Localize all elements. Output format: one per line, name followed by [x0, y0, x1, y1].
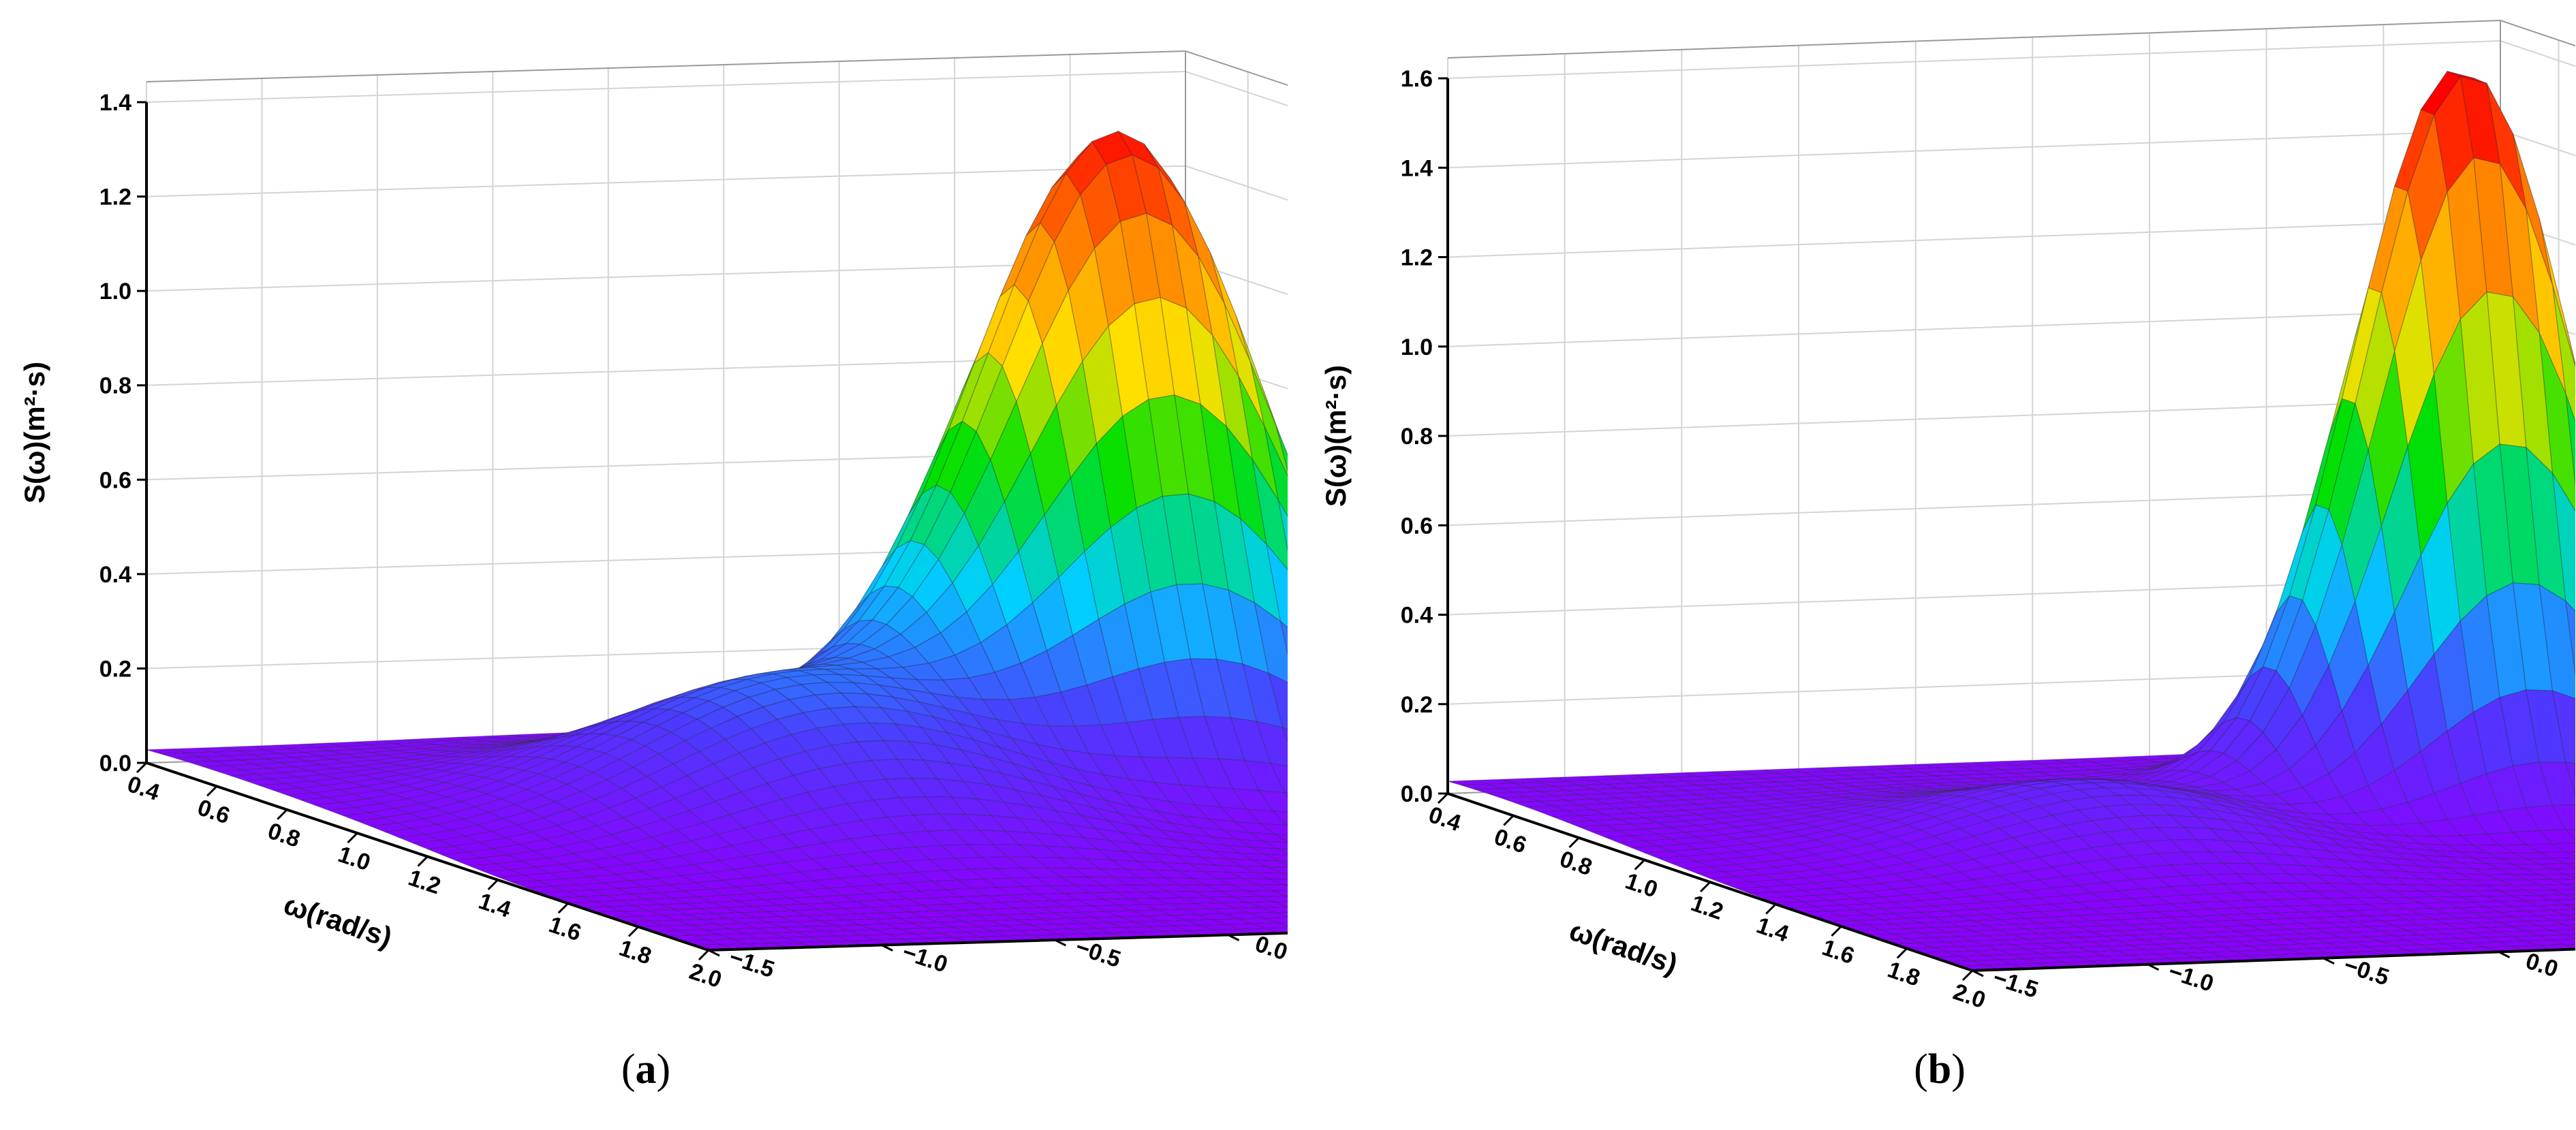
x-tick-label: 1.0: [335, 841, 373, 876]
x-tick-label: 1.8: [616, 935, 655, 970]
z-tick-label: 1.4: [1401, 155, 1433, 181]
y-tick-label: −1.0: [899, 939, 951, 977]
x-tick-label: 1.2: [405, 865, 444, 900]
x-tick-label: 1.6: [1819, 935, 1858, 969]
y-tick-label: 0.0: [1252, 931, 1288, 966]
z-tick-label: 0.6: [1401, 513, 1433, 539]
z-axis-title: S(ω)(m²·s): [1320, 365, 1352, 507]
x-tick-label: 1.6: [546, 911, 585, 946]
z-tick-label: 1.2: [1401, 245, 1433, 271]
z-tick-label: 1.0: [99, 279, 131, 304]
x-tick-label: 0.6: [1491, 824, 1530, 859]
x-tick-label: 2.0: [1950, 979, 1989, 1014]
x-axis-title: ω(rad/s): [280, 888, 396, 954]
x-tick-label: 0.6: [194, 794, 233, 829]
panel-label: b: [1928, 1046, 1951, 1093]
z-tick-label: 1.6: [1401, 66, 1433, 92]
y-tick-label: −0.5: [2341, 952, 2393, 991]
z-tick-label: 1.4: [99, 90, 131, 116]
panel-label: a: [636, 1046, 657, 1093]
surface: [146, 130, 1288, 951]
x-tick-label: 1.8: [1884, 957, 1923, 992]
panel-caption: (b): [1914, 1046, 1966, 1093]
z-tick-label: 0.0: [1401, 781, 1433, 807]
x-tick-label: 0.8: [264, 818, 303, 853]
x-tick-label: 1.4: [1753, 913, 1792, 947]
x-tick-label: 1.4: [476, 888, 514, 923]
y-tick-label: −1.5: [726, 944, 778, 983]
z-tick-label: 0.2: [99, 656, 131, 682]
x-tick-label: 0.4: [1425, 802, 1464, 836]
y-axis-title: μ(rad): [2574, 956, 2575, 1011]
chart-panel-b: 0.0 0.2 0.4 0.6 0.8 1.0 1.2 1.4 1.6 0.4 0.6 0.8 1.0 1…: [1288, 0, 2575, 1130]
y-tick-label: 0.0: [2523, 948, 2562, 983]
x-tick-label: 2.0: [686, 958, 725, 993]
z-tick-label: 0.4: [1401, 603, 1433, 629]
surface: [1447, 70, 2575, 971]
panel-caption: (a): [621, 1046, 670, 1093]
x-tick-label: 0.4: [124, 771, 163, 806]
z-axis-title: S(ω)(m²·s): [18, 362, 50, 503]
x-tick-label: 1.2: [1688, 890, 1726, 925]
surface-chart-b: 0.0 0.2 0.4 0.6 0.8 1.0 1.2 1.4 1.6 0.4 0.6 0.8 1.0 1…: [1320, 20, 2575, 1093]
x-tick-label: 1.0: [1622, 868, 1661, 903]
z-tick-label: 0.8: [99, 373, 131, 399]
surface-chart-a: 0.0 0.2 0.4 0.6 0.8 1.0 1.2 1.4 0.4 0.6 0.8 1.0 1.2 1…: [18, 50, 1288, 1093]
z-tick-label: 1.2: [99, 185, 131, 210]
y-tick-label: −1.5: [1990, 964, 2042, 1003]
z-tick-label: 0.0: [99, 751, 131, 776]
z-tick-label: 0.4: [99, 562, 131, 588]
y-tick-label: −1.0: [2165, 958, 2217, 997]
chart-panel-a: 0.0 0.2 0.4 0.6 0.8 1.0 1.2 1.4 0.4 0.6 0.8 1.0 1.2 1…: [18, 50, 1288, 1093]
z-tick-label: 0.6: [99, 467, 131, 493]
x-tick-label: 0.8: [1557, 846, 1596, 881]
z-tick-label: 1.0: [1401, 334, 1433, 360]
x-axis-title: ω(rad/s): [1566, 914, 1681, 980]
z-tick-label: 0.2: [1401, 692, 1433, 718]
z-tick-label: 0.8: [1401, 424, 1433, 450]
y-tick-label: −0.5: [1072, 934, 1124, 973]
